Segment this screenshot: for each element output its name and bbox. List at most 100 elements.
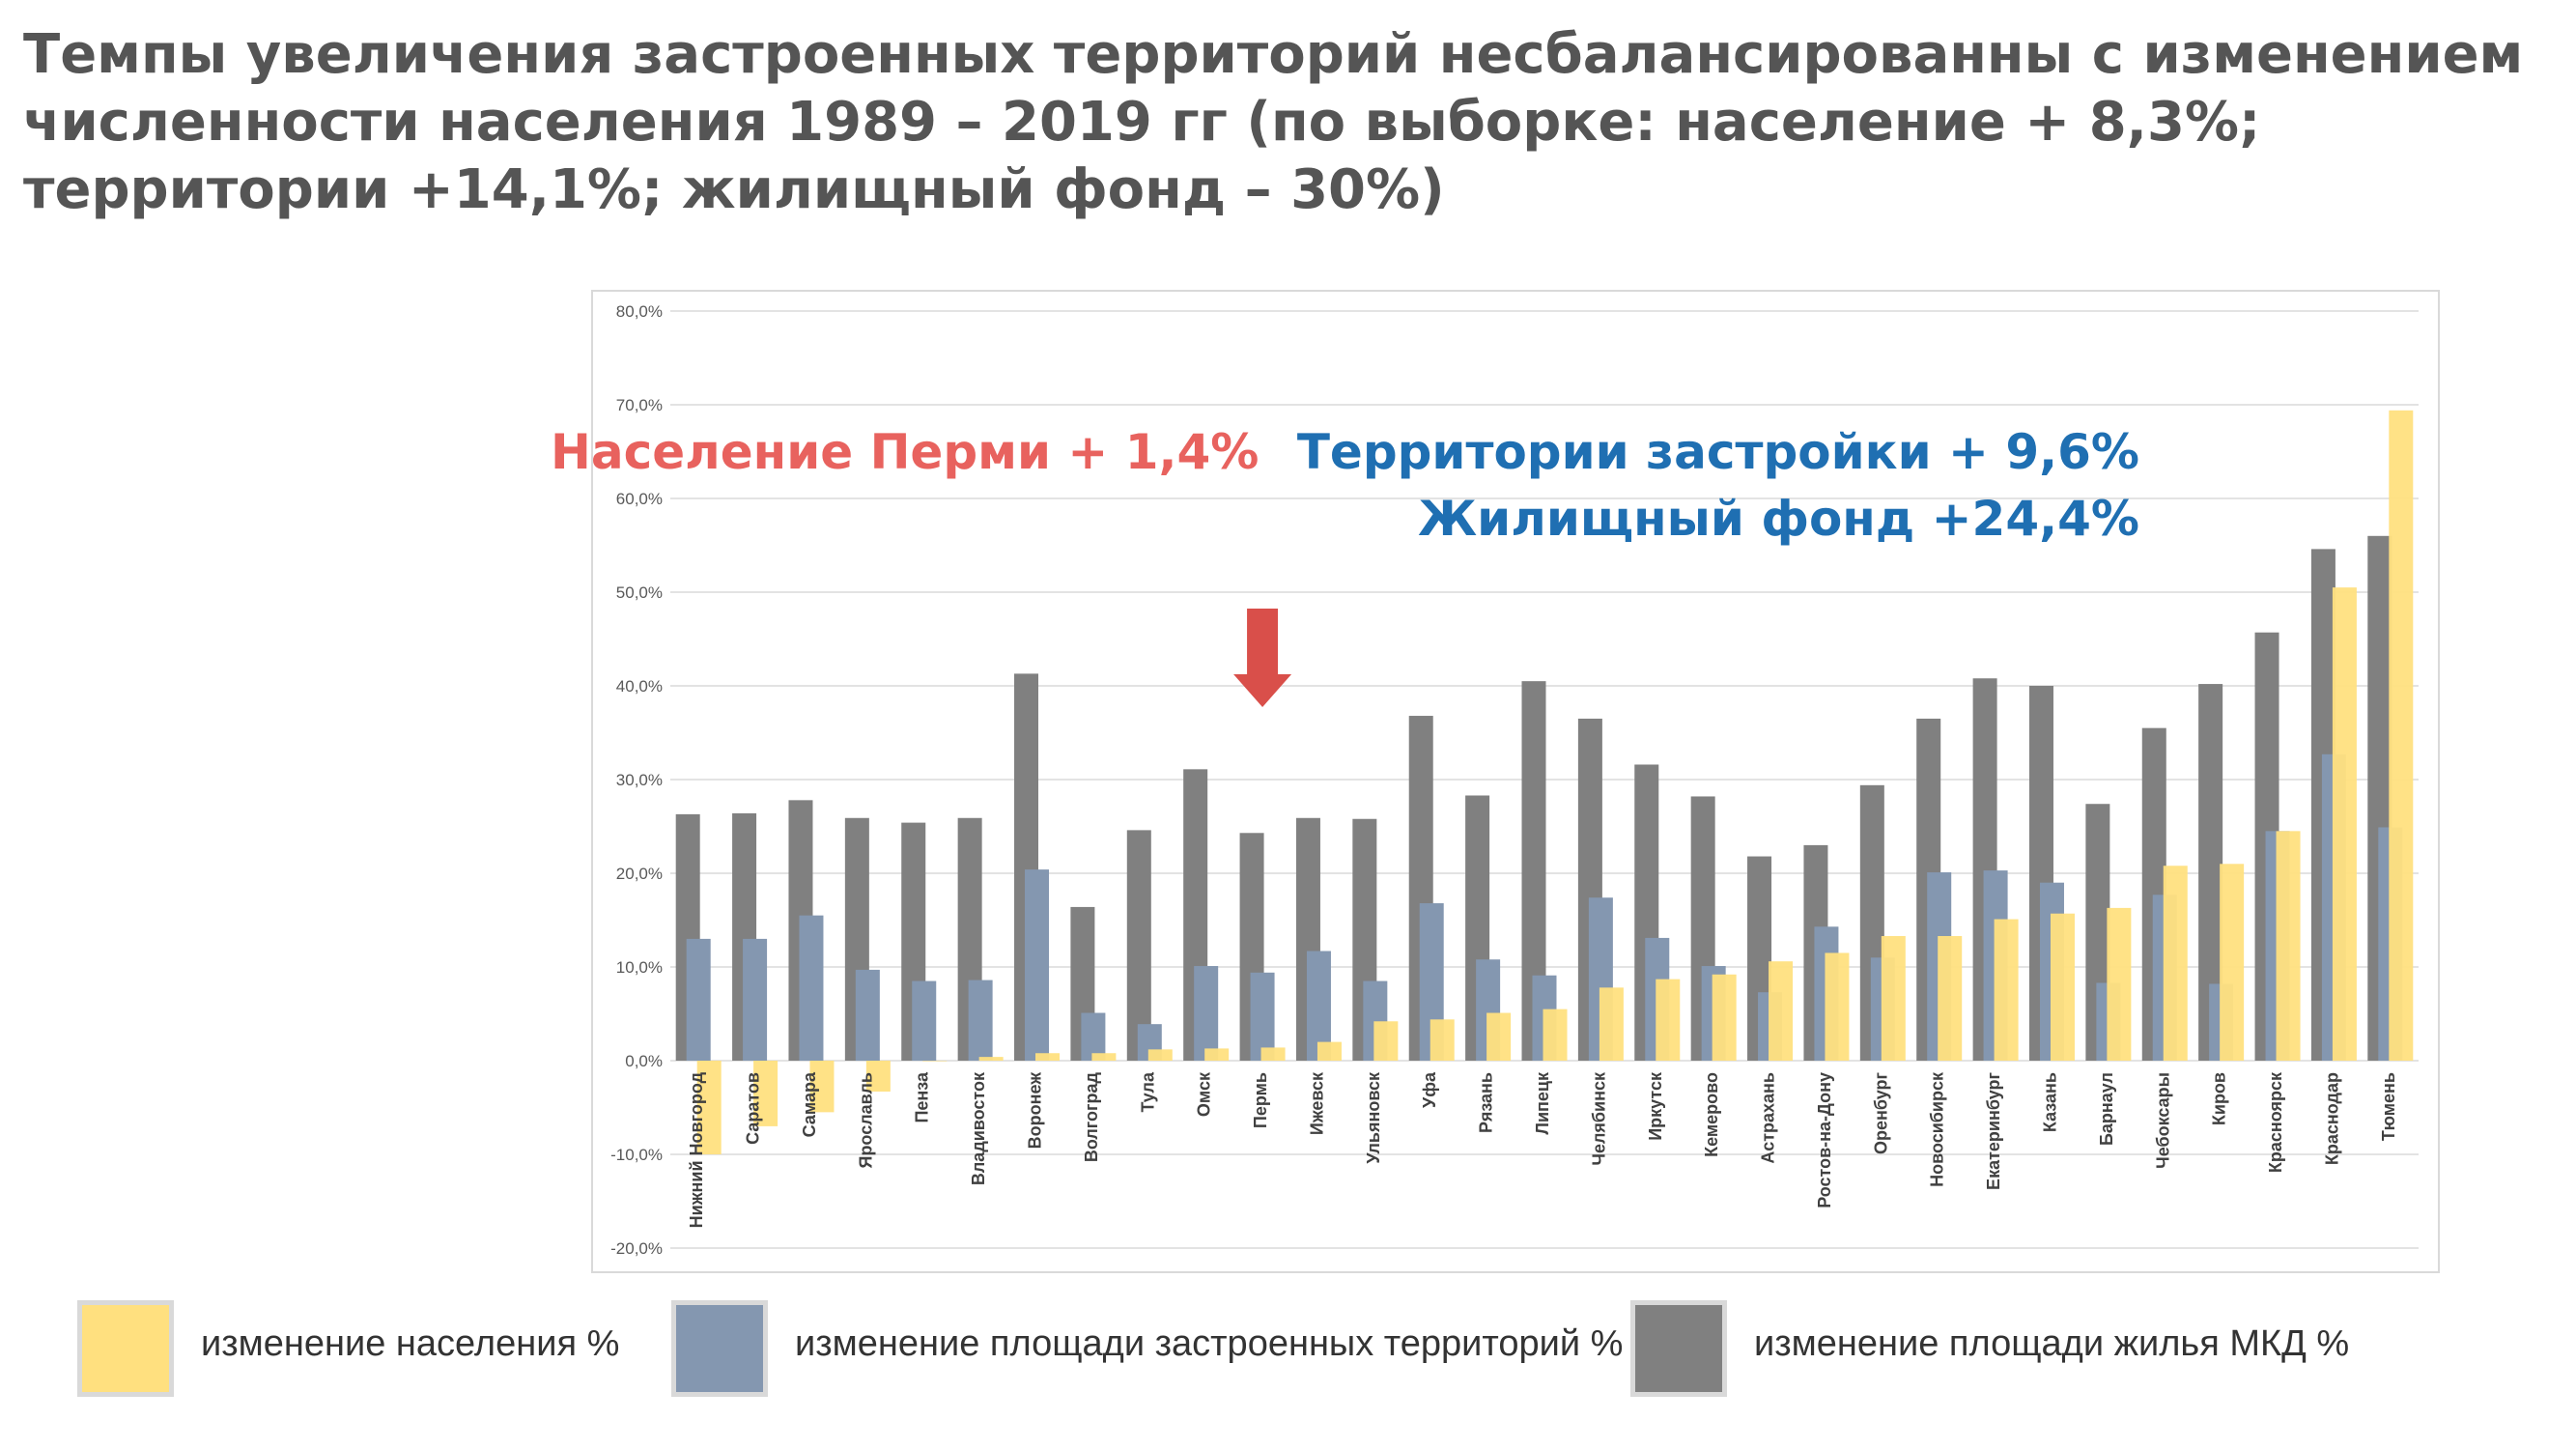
population-bar: [922, 1061, 948, 1062]
y-tick-label: 30,0%: [616, 771, 663, 789]
category-label: Пермь: [1251, 1072, 1270, 1128]
population-bar: [1599, 987, 1624, 1061]
legend-label-housing: изменение площади жилья МКД %: [1754, 1323, 2350, 1364]
category-label: Ростов-на-Дону: [1815, 1072, 1834, 1208]
y-tick-label: 80,0%: [616, 302, 663, 321]
category-label: Красноярск: [2266, 1071, 2285, 1173]
population-bar: [1994, 919, 2019, 1061]
population-bar: [978, 1057, 1004, 1061]
population-bar: [2389, 410, 2414, 1061]
population-bar: [696, 1061, 722, 1154]
category-label: Волгоград: [1082, 1071, 1101, 1162]
category-label: Владивосток: [969, 1071, 988, 1185]
y-tick-label: 40,0%: [616, 677, 663, 696]
annotation-territory: Территории застройки + 9,6%: [1296, 424, 2139, 480]
territory-bar: [1025, 869, 1050, 1061]
y-tick-label: 20,0%: [616, 865, 663, 883]
category-label: Оренбург: [1871, 1072, 1890, 1155]
category-label: Нижний Новгород: [687, 1071, 706, 1228]
population-bar: [2220, 864, 2245, 1061]
population-bar: [1147, 1049, 1173, 1061]
category-label: Киров: [2210, 1072, 2229, 1125]
y-tick-label: 70,0%: [616, 396, 663, 414]
category-label: Ярославль: [856, 1072, 875, 1168]
category-label: Омск: [1195, 1071, 1214, 1117]
legend-swatch-territory: [671, 1300, 768, 1397]
territory-bar: [799, 915, 824, 1061]
y-tick-label: 50,0%: [616, 583, 663, 602]
down-arrow-icon: [1233, 609, 1292, 707]
page-title: Темпы увеличения застроенных территорий …: [23, 23, 2524, 221]
y-tick-label: 10,0%: [616, 958, 663, 977]
population-bar: [1881, 935, 1906, 1061]
y-tick-label: -20,0%: [610, 1239, 663, 1258]
population-bar: [753, 1061, 778, 1126]
population-bar: [2276, 831, 2301, 1061]
category-label: Липецк: [1533, 1071, 1552, 1135]
chart-frame: -20,0% -10,0% 0,0% 10,0% 20,0% 30,0% 40,0% 50,0…: [591, 290, 2440, 1273]
territory-bar: [968, 980, 993, 1061]
category-label: Екатеринбург: [1984, 1072, 2003, 1190]
legend-swatch-population: [77, 1300, 174, 1397]
annotation-population: Население Перми + 1,4%: [551, 424, 1260, 480]
arrow-head: [1233, 674, 1292, 707]
category-label: Чебоксары: [2153, 1072, 2172, 1169]
category-label: Рязань: [1477, 1072, 1496, 1133]
category-label: Ижевск: [1307, 1071, 1326, 1135]
population-bar: [1430, 1019, 1455, 1061]
population-bar: [1769, 961, 1794, 1061]
category-label: Иркутск: [1646, 1071, 1665, 1141]
annotation-housing: Жилищный фонд +24,4%: [1417, 491, 2139, 547]
population-bar: [809, 1061, 835, 1113]
legend-label-territory: изменение площади застроенных территорий…: [795, 1323, 1624, 1364]
arrow-shaft: [1247, 609, 1279, 676]
population-bar: [2332, 587, 2357, 1061]
category-label: Самара: [800, 1071, 819, 1137]
population-bar: [1543, 1009, 1568, 1061]
territory-bar: [1081, 1012, 1106, 1061]
category-label: Воронеж: [1026, 1072, 1045, 1150]
category-label: Тюмень: [2379, 1072, 2398, 1141]
y-tick-label: -10,0%: [610, 1146, 663, 1164]
territory-bar: [743, 938, 768, 1061]
population-bar: [1656, 979, 1681, 1061]
chart-legend: изменение населения % изменение площади …: [77, 1300, 2550, 1406]
population-bar: [1260, 1047, 1286, 1061]
population-bar: [1825, 952, 1850, 1061]
population-bar: [1316, 1041, 1342, 1061]
category-label: Новосибирск: [1928, 1071, 1947, 1187]
legend-label-population: изменение населения %: [201, 1323, 620, 1364]
population-bar: [1938, 935, 1963, 1061]
category-label: Уфа: [1420, 1071, 1439, 1108]
category-label: Астрахань: [1759, 1072, 1778, 1164]
category-label: Кемерово: [1702, 1072, 1721, 1157]
territory-bar: [1250, 972, 1275, 1061]
population-bar: [865, 1061, 891, 1093]
bar-chart: -20,0% -10,0% 0,0% 10,0% 20,0% 30,0% 40,0% 50,0…: [610, 302, 2419, 1258]
population-bar: [1035, 1053, 1061, 1061]
y-tick-label: 60,0%: [616, 490, 663, 508]
population-bar: [2163, 866, 2188, 1061]
category-label: Казань: [2040, 1072, 2059, 1132]
territory-bar: [686, 938, 711, 1061]
legend-swatch-housing: [1630, 1300, 1727, 1397]
category-label: Тула: [1138, 1071, 1157, 1113]
population-bar: [2050, 913, 2075, 1061]
category-label: Ульяновск: [1364, 1071, 1383, 1164]
category-label: Саратов: [744, 1072, 763, 1145]
population-bar: [1373, 1021, 1399, 1061]
y-tick-label: 0,0%: [625, 1052, 663, 1070]
population-bar: [2107, 907, 2132, 1061]
category-label: Пенза: [913, 1071, 932, 1123]
category-label: Барнаул: [2097, 1072, 2116, 1146]
population-bar: [1712, 974, 1737, 1061]
population-bar: [1204, 1048, 1230, 1061]
housing-bar: [1126, 830, 1151, 1061]
category-label: Краснодар: [2322, 1072, 2341, 1165]
population-bar: [1486, 1012, 1512, 1061]
category-label: Челябинск: [1589, 1071, 1608, 1166]
territory-bar: [912, 980, 937, 1061]
population-bar: [1091, 1053, 1117, 1061]
territory-bar: [1194, 966, 1219, 1061]
territory-bar: [855, 969, 880, 1061]
